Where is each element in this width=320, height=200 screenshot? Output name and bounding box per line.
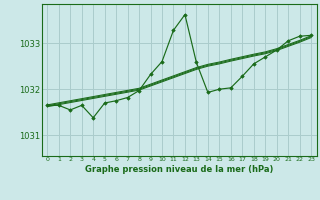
X-axis label: Graphe pression niveau de la mer (hPa): Graphe pression niveau de la mer (hPa) bbox=[85, 165, 273, 174]
